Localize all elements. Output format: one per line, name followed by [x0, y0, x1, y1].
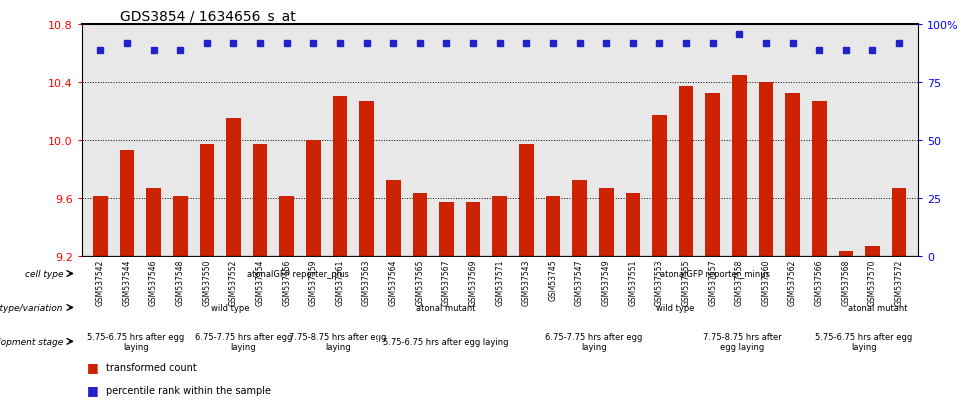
- Bar: [705, 94, 720, 256]
- Bar: [306, 140, 321, 256]
- Bar: [865, 246, 880, 256]
- Text: atonal mutant: atonal mutant: [416, 303, 476, 312]
- Text: 6.75-7.75 hrs after egg
laying: 6.75-7.75 hrs after egg laying: [195, 332, 292, 351]
- Bar: [253, 145, 267, 256]
- Bar: [839, 252, 853, 256]
- Bar: [386, 181, 401, 256]
- Bar: [492, 197, 507, 256]
- Bar: [785, 94, 800, 256]
- Text: wild type: wild type: [655, 303, 694, 312]
- Bar: [626, 194, 640, 256]
- Bar: [599, 188, 613, 256]
- Bar: [678, 87, 694, 256]
- Bar: [439, 203, 454, 256]
- Text: atonalGFP reporter_plus: atonalGFP reporter_plus: [247, 269, 349, 278]
- Text: ■: ■: [86, 361, 98, 373]
- Text: 7.75-8.75 hrs after egg
laying: 7.75-8.75 hrs after egg laying: [289, 332, 386, 351]
- Bar: [119, 151, 135, 256]
- Bar: [226, 119, 241, 256]
- Text: percentile rank within the sample: percentile rank within the sample: [106, 385, 271, 395]
- Text: transformed count: transformed count: [106, 363, 196, 373]
- Bar: [758, 83, 774, 256]
- Bar: [519, 145, 533, 256]
- Bar: [573, 181, 587, 256]
- Bar: [732, 76, 747, 256]
- Bar: [333, 97, 347, 256]
- Text: 7.75-8.75 hrs after
egg laying: 7.75-8.75 hrs after egg laying: [703, 332, 782, 351]
- Text: wild type: wild type: [210, 303, 249, 312]
- Text: development stage: development stage: [0, 337, 63, 346]
- Text: 6.75-7.75 hrs after egg
laying: 6.75-7.75 hrs after egg laying: [546, 332, 643, 351]
- Bar: [892, 188, 906, 256]
- Text: 5.75-6.75 hrs after egg
laying: 5.75-6.75 hrs after egg laying: [87, 332, 185, 351]
- Text: cell type: cell type: [25, 269, 63, 278]
- Text: GDS3854 / 1634656_s_at: GDS3854 / 1634656_s_at: [120, 10, 296, 24]
- Text: 5.75-6.75 hrs after egg laying: 5.75-6.75 hrs after egg laying: [383, 337, 508, 346]
- Bar: [93, 197, 108, 256]
- Bar: [466, 203, 480, 256]
- Bar: [653, 116, 667, 256]
- Bar: [280, 197, 294, 256]
- Bar: [200, 145, 214, 256]
- Text: atonal mutant: atonal mutant: [848, 303, 907, 312]
- Bar: [812, 102, 826, 256]
- Text: ■: ■: [86, 383, 98, 396]
- Bar: [173, 197, 187, 256]
- Bar: [146, 188, 160, 256]
- Bar: [359, 102, 374, 256]
- Text: 5.75-6.75 hrs after egg
laying: 5.75-6.75 hrs after egg laying: [815, 332, 912, 351]
- Bar: [546, 197, 560, 256]
- Text: atonalGFP reporter_minus: atonalGFP reporter_minus: [660, 269, 771, 278]
- Bar: [412, 194, 427, 256]
- Text: genotype/variation: genotype/variation: [0, 303, 63, 312]
